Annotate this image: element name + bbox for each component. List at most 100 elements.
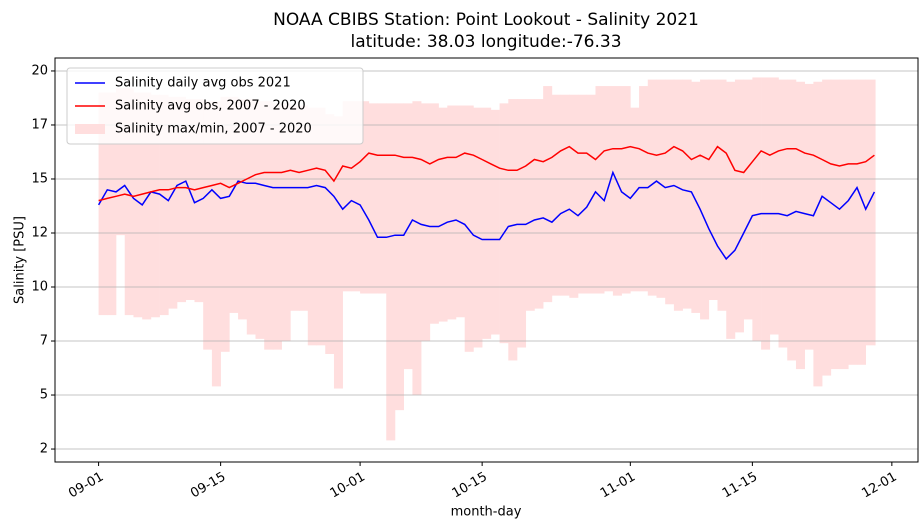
y-tick-label: 7 bbox=[40, 334, 48, 349]
range-band bbox=[351, 101, 361, 292]
range-band bbox=[185, 99, 195, 300]
range-band bbox=[342, 101, 352, 292]
range-band bbox=[394, 103, 404, 411]
range-band bbox=[665, 79, 675, 305]
range-band bbox=[639, 86, 649, 292]
range-band bbox=[325, 114, 335, 354]
y-tick-label: 2 bbox=[40, 442, 48, 457]
range-band bbox=[490, 109, 500, 335]
line-group bbox=[97, 145, 876, 261]
y-tick-label: 10 bbox=[31, 280, 48, 295]
x-axis-label: month-day bbox=[451, 505, 522, 520]
range-band bbox=[403, 103, 413, 370]
series-line bbox=[98, 145, 875, 202]
range-band bbox=[517, 99, 527, 348]
range-band bbox=[238, 99, 248, 320]
y-tick-label: 5 bbox=[40, 388, 48, 403]
series-line bbox=[97, 170, 876, 261]
x-tick-label: 09-15 bbox=[188, 470, 228, 502]
range-band bbox=[447, 105, 457, 320]
range-band bbox=[813, 81, 823, 387]
range-band bbox=[177, 96, 187, 303]
range-band bbox=[647, 79, 657, 296]
range-band bbox=[473, 107, 483, 348]
legend-label: Salinity max/min, 2007 - 2020 bbox=[115, 122, 312, 137]
range-band bbox=[787, 79, 797, 361]
range-band bbox=[856, 79, 866, 365]
range-band bbox=[700, 79, 710, 320]
range-band bbox=[682, 79, 692, 309]
range-band bbox=[769, 77, 779, 335]
range-band bbox=[360, 101, 370, 294]
range-band bbox=[874, 79, 876, 346]
plot-frame bbox=[54, 57, 919, 463]
range-band bbox=[464, 105, 474, 352]
range-band bbox=[299, 105, 309, 311]
range-band bbox=[229, 96, 239, 313]
range-band bbox=[525, 99, 535, 311]
range-band bbox=[534, 99, 544, 309]
range-band bbox=[551, 94, 561, 296]
range-band bbox=[691, 81, 701, 313]
range-band bbox=[804, 83, 814, 350]
range-band bbox=[264, 101, 274, 350]
range-band bbox=[595, 86, 605, 294]
range-band bbox=[220, 96, 230, 352]
range-band bbox=[726, 81, 736, 339]
legend-label: Salinity daily avg obs 2021 bbox=[115, 76, 291, 91]
y-tick-label: 17 bbox=[31, 117, 48, 132]
range-band bbox=[142, 92, 152, 320]
range-band bbox=[316, 107, 326, 346]
range-band bbox=[421, 103, 431, 342]
range-band bbox=[211, 101, 221, 387]
range-band bbox=[272, 103, 282, 350]
x-tick-label: 11-01 bbox=[598, 470, 638, 502]
range-band bbox=[386, 103, 396, 441]
range-band bbox=[830, 79, 840, 370]
range-band bbox=[560, 94, 570, 296]
y-tick-label: 15 bbox=[31, 171, 48, 186]
range-band bbox=[98, 92, 108, 316]
range-band bbox=[848, 79, 858, 365]
range-band bbox=[839, 79, 849, 370]
range-band bbox=[795, 81, 805, 370]
area-group bbox=[98, 77, 876, 441]
range-band bbox=[159, 94, 169, 316]
y-axis-label: Salinity [PSU] bbox=[13, 216, 28, 304]
range-band bbox=[752, 77, 762, 342]
range-band bbox=[708, 79, 718, 300]
range-band bbox=[281, 103, 291, 342]
legend-label: Salinity avg obs, 2007 - 2020 bbox=[115, 99, 306, 114]
range-band bbox=[429, 103, 439, 324]
range-band bbox=[499, 103, 509, 344]
range-band bbox=[203, 101, 213, 350]
range-band bbox=[124, 88, 134, 316]
x-tick-label: 09-01 bbox=[66, 470, 106, 502]
range-band bbox=[717, 79, 727, 311]
range-band bbox=[168, 96, 178, 309]
range-band bbox=[656, 79, 666, 298]
range-band bbox=[482, 107, 492, 339]
range-band bbox=[133, 92, 143, 318]
range-band bbox=[734, 79, 744, 333]
chart-title: NOAA CBIBS Station: Point Lookout - Sali… bbox=[273, 10, 699, 30]
range-band bbox=[438, 107, 448, 322]
range-band bbox=[578, 94, 588, 294]
range-band bbox=[255, 101, 265, 339]
range-band bbox=[612, 86, 622, 296]
x-tick-label: 10-01 bbox=[328, 470, 368, 502]
chart-subtitle: latitude: 38.03 longitude:-76.33 bbox=[350, 32, 621, 52]
range-band bbox=[368, 103, 378, 294]
range-band bbox=[150, 94, 160, 318]
range-band bbox=[778, 79, 788, 348]
range-band bbox=[290, 105, 300, 311]
range-band bbox=[107, 92, 117, 316]
range-band bbox=[543, 86, 553, 303]
x-tick-label: 11-15 bbox=[720, 470, 760, 502]
range-band bbox=[743, 79, 753, 320]
range-band bbox=[586, 94, 596, 294]
range-band bbox=[116, 88, 126, 236]
range-band bbox=[630, 107, 640, 292]
range-band bbox=[569, 94, 579, 298]
